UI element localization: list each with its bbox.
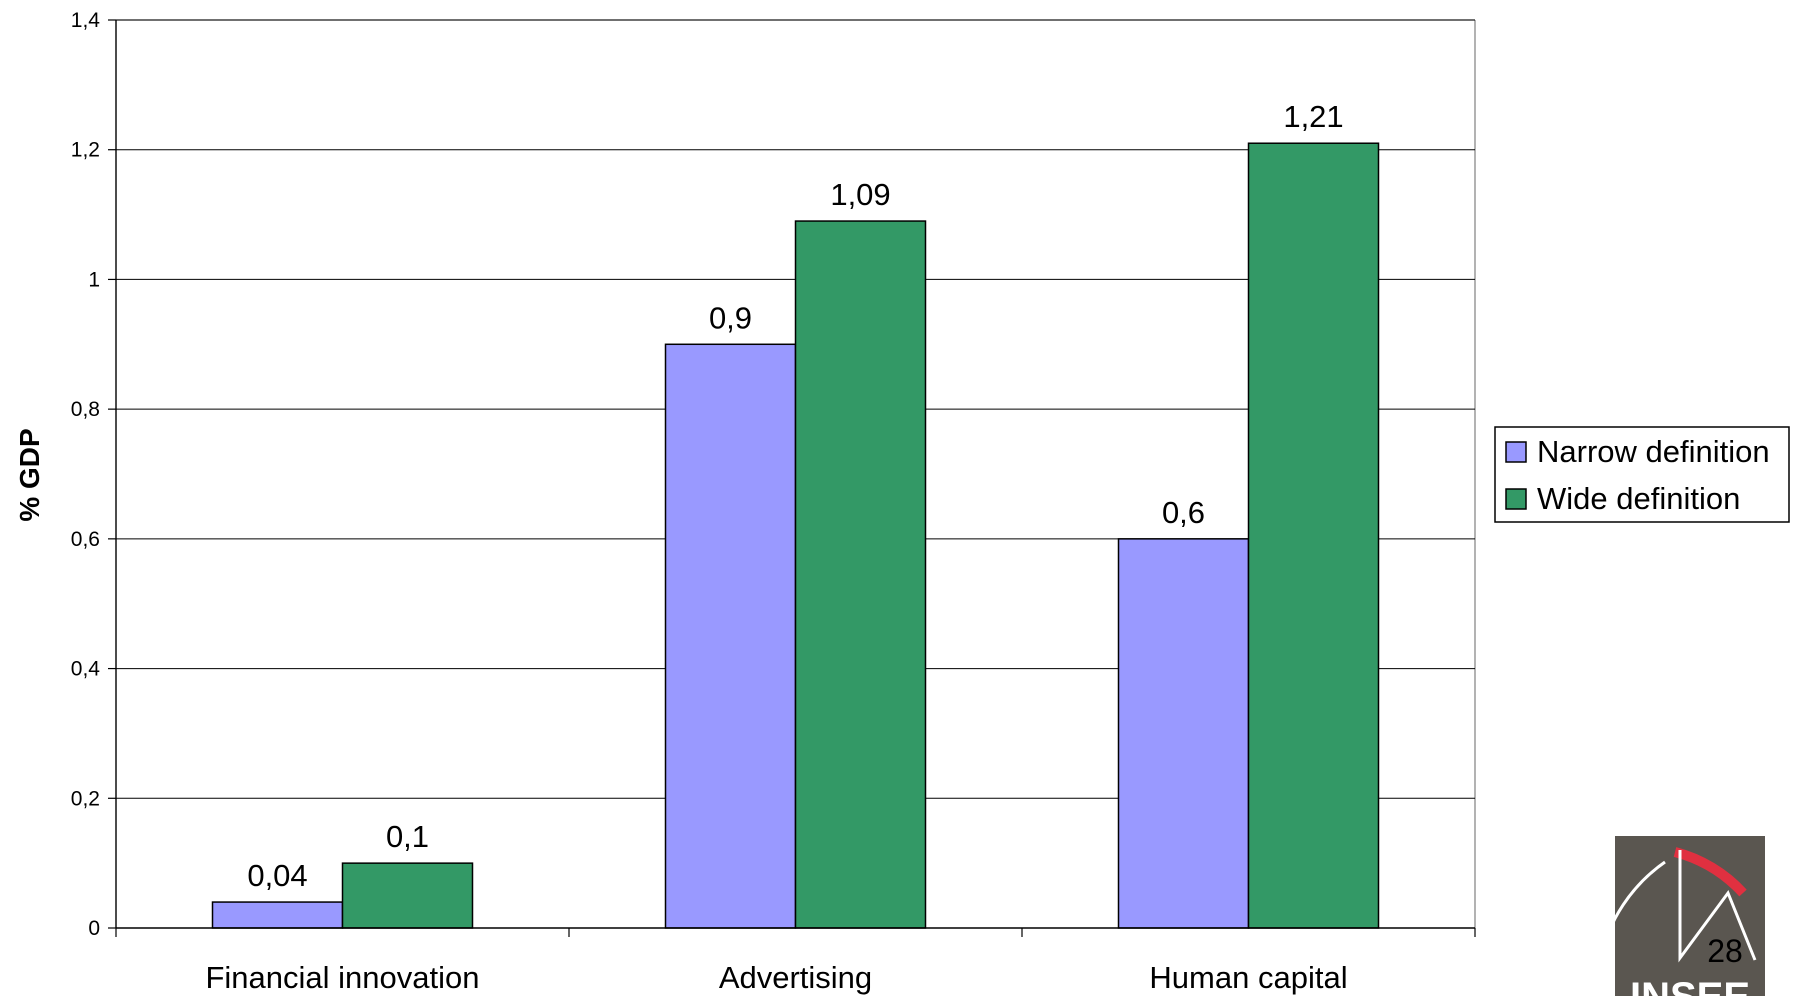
data-label-wide-definition-advertising: 1,09 <box>830 177 890 212</box>
legend: Narrow definition Wide definition <box>1494 426 1790 523</box>
y-tick-label: 0,4 <box>71 658 101 681</box>
insee-logo: INSEE <box>1598 836 1765 996</box>
data-label-narrow-definition-advertising: 0,9 <box>709 300 752 335</box>
y-tick-labels: 0 0,2 0,4 0,6 0,8 1 1,2 1,4 <box>71 9 101 940</box>
data-label-narrow-definition-human-capital: 0,6 <box>1162 495 1205 530</box>
legend-label-narrow-definition: Narrow definition <box>1537 434 1770 469</box>
x-tick-labels: Financial innovation Advertising Human cap… <box>205 960 1347 995</box>
bars <box>211 142 1380 929</box>
logo-arc-white <box>1598 860 1666 961</box>
data-label-wide-definition-financial-innovation: 0,1 <box>386 819 429 854</box>
bar-narrow-definition-financial-innovation <box>211 901 344 929</box>
bar-narrow-definition-advertising <box>664 343 797 929</box>
y-tick-label: 1 <box>88 268 100 291</box>
logo-ridge <box>1678 850 1757 963</box>
y-tick-label: 0,8 <box>71 398 100 421</box>
data-labels: 0,04 0,1 0,9 1,09 0,6 1,21 <box>247 99 1343 893</box>
bar-narrow-definition-human-capital <box>1117 538 1250 929</box>
y-tick-label: 1,4 <box>71 9 101 32</box>
page-number: 28 <box>1707 933 1743 969</box>
data-label-wide-definition-human-capital: 1,21 <box>1283 99 1343 134</box>
logo-arc-red <box>1673 847 1747 897</box>
y-tick-label: 0 <box>88 917 100 940</box>
y-tick-label: 0,2 <box>71 787 100 810</box>
legend-swatch-narrow-definition <box>1505 441 1527 463</box>
logo-background <box>1615 836 1765 996</box>
bar-wide-definition-advertising <box>794 220 927 929</box>
x-tick-label-financial-innovation: Financial innovation <box>205 960 479 995</box>
logo-text: INSEE <box>1630 975 1750 996</box>
legend-swatch-wide-definition <box>1505 488 1527 510</box>
bar-wide-definition-financial-innovation <box>341 862 474 929</box>
bar-wide-definition-human-capital <box>1247 142 1380 929</box>
legend-box <box>1494 426 1790 523</box>
y-tick-label: 0,6 <box>71 528 100 551</box>
x-tick-label-advertising: Advertising <box>719 960 872 995</box>
data-label-narrow-definition-financial-innovation: 0,04 <box>247 858 307 893</box>
legend-label-wide-definition: Wide definition <box>1537 481 1740 516</box>
x-tick-label-human-capital: Human capital <box>1149 960 1347 995</box>
y-axis-label: % GDP <box>14 428 45 521</box>
axes <box>108 19 1476 937</box>
y-tick-label: 1,2 <box>71 139 100 162</box>
